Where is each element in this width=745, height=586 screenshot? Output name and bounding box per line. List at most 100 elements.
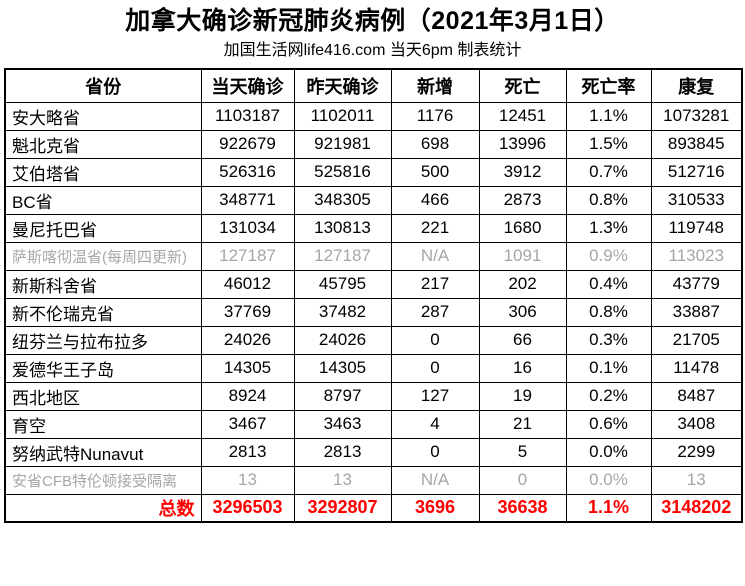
province-cell: 艾伯塔省 [4, 157, 202, 187]
value-cell: 525816 [293, 157, 392, 187]
value-cell: 5 [478, 437, 567, 467]
province-cell: 新不伦瑞克省 [4, 297, 202, 327]
value-cell: 1073281 [650, 101, 743, 131]
province-cell: 纽芬兰与拉布拉多 [4, 325, 202, 355]
value-cell: 8924 [200, 381, 295, 411]
value-cell: 13 [650, 465, 743, 495]
value-cell: 3408 [650, 409, 743, 439]
total-label: 总数 [4, 493, 202, 523]
table-row: 新斯科舍省 46012 45795 217 202 0.4% 43779 [4, 269, 743, 299]
value-cell: 24026 [200, 325, 295, 355]
value-cell: 2813 [293, 437, 392, 467]
value-cell: 21 [478, 409, 567, 439]
value-cell: 119748 [650, 213, 743, 243]
table-row: 西北地区 8924 8797 127 19 0.2% 8487 [4, 381, 743, 411]
page-subtitle: 加国生活网life416.com 当天6pm 制表统计 [223, 42, 522, 59]
value-cell: 1680 [478, 213, 567, 243]
province-cell: 曼尼托巴省 [4, 213, 202, 243]
table-header: 省份 当天确诊 昨天确诊 新增 死亡 死亡率 康复 [4, 68, 743, 103]
total-value: 3696 [390, 493, 480, 523]
value-cell: 698 [390, 129, 480, 159]
province-cell: 育空 [4, 409, 202, 439]
total-value: 3296503 [200, 493, 295, 523]
value-cell: 922679 [200, 129, 295, 159]
value-cell: 16 [478, 353, 567, 383]
total-value: 36638 [478, 493, 567, 523]
value-cell: 500 [390, 157, 480, 187]
value-cell: 0 [478, 465, 567, 495]
value-cell: 306 [478, 297, 567, 327]
table-row: 魁北克省 922679 921981 698 13996 1.5% 893845 [4, 129, 743, 159]
value-cell: 0.6% [565, 409, 652, 439]
value-cell: 13 [293, 465, 392, 495]
covid-stats-table: 省份 当天确诊 昨天确诊 新增 死亡 死亡率 康复 安大略省 1103187 110… [4, 68, 743, 523]
value-cell: 0.4% [565, 269, 652, 299]
table-row: 努纳武特Nunavut 2813 2813 0 5 0.0% 2299 [4, 437, 743, 467]
value-cell: N/A [390, 241, 480, 271]
value-cell: 24026 [293, 325, 392, 355]
value-cell: 221 [390, 213, 480, 243]
value-cell: N/A [390, 465, 480, 495]
value-cell: 1.5% [565, 129, 652, 159]
total-value: 1.1% [565, 493, 652, 523]
value-cell: 2299 [650, 437, 743, 467]
value-cell: 66 [478, 325, 567, 355]
value-cell: 13 [200, 465, 295, 495]
value-cell: 1102011 [293, 101, 392, 131]
value-cell: 43779 [650, 269, 743, 299]
value-cell: 127 [390, 381, 480, 411]
value-cell: 3467 [200, 409, 295, 439]
value-cell: 0.2% [565, 381, 652, 411]
total-value: 3292807 [293, 493, 392, 523]
table-row: 曼尼托巴省 131034 130813 221 1680 1.3% 119748 [4, 213, 743, 243]
value-cell: 0 [390, 437, 480, 467]
value-cell: 0.0% [565, 465, 652, 495]
page-title: 加拿大确诊新冠肺炎病例（2021年3月1日） [125, 7, 620, 35]
value-cell: 2813 [200, 437, 295, 467]
table-row: BC省 348771 348305 466 2873 0.8% 310533 [4, 185, 743, 215]
value-cell: 1176 [390, 101, 480, 131]
province-cell: 安省CFB特伦顿接受隔离 [4, 465, 202, 495]
value-cell: 14305 [293, 353, 392, 383]
value-cell: 0.1% [565, 353, 652, 383]
header-yesterday-confirmed: 昨天确诊 [293, 68, 392, 103]
value-cell: 13996 [478, 129, 567, 159]
total-value: 3148202 [650, 493, 743, 523]
value-cell: 0.9% [565, 241, 652, 271]
value-cell: 19 [478, 381, 567, 411]
value-cell: 348771 [200, 185, 295, 215]
province-cell: 安大略省 [4, 101, 202, 131]
value-cell: 202 [478, 269, 567, 299]
value-cell: 1.1% [565, 101, 652, 131]
province-cell: 萨斯喀彻温省(每周四更新) [4, 241, 202, 271]
value-cell: 310533 [650, 185, 743, 215]
value-cell: 14305 [200, 353, 295, 383]
value-cell: 0 [390, 325, 480, 355]
province-cell: 爱德华王子岛 [4, 353, 202, 383]
value-cell: 0.3% [565, 325, 652, 355]
value-cell: 1.3% [565, 213, 652, 243]
value-cell: 512716 [650, 157, 743, 187]
value-cell: 1103187 [200, 101, 295, 131]
header-row: 省份 当天确诊 昨天确诊 新增 死亡 死亡率 康复 [4, 68, 743, 103]
header-death-rate: 死亡率 [565, 68, 652, 103]
value-cell: 130813 [293, 213, 392, 243]
value-cell: 37769 [200, 297, 295, 327]
value-cell: 127187 [293, 241, 392, 271]
table-row: 安大略省 1103187 1102011 1176 12451 1.1% 1073281 [4, 101, 743, 131]
header-deaths: 死亡 [478, 68, 567, 103]
value-cell: 1091 [478, 241, 567, 271]
header-today-confirmed: 当天确诊 [200, 68, 295, 103]
value-cell: 348305 [293, 185, 392, 215]
province-cell: 魁北克省 [4, 129, 202, 159]
value-cell: 0.8% [565, 297, 652, 327]
value-cell: 217 [390, 269, 480, 299]
value-cell: 46012 [200, 269, 295, 299]
header-province: 省份 [4, 68, 202, 103]
value-cell: 0 [390, 353, 480, 383]
value-cell: 21705 [650, 325, 743, 355]
value-cell: 45795 [293, 269, 392, 299]
value-cell: 466 [390, 185, 480, 215]
value-cell: 3912 [478, 157, 567, 187]
province-cell: 新斯科舍省 [4, 269, 202, 299]
